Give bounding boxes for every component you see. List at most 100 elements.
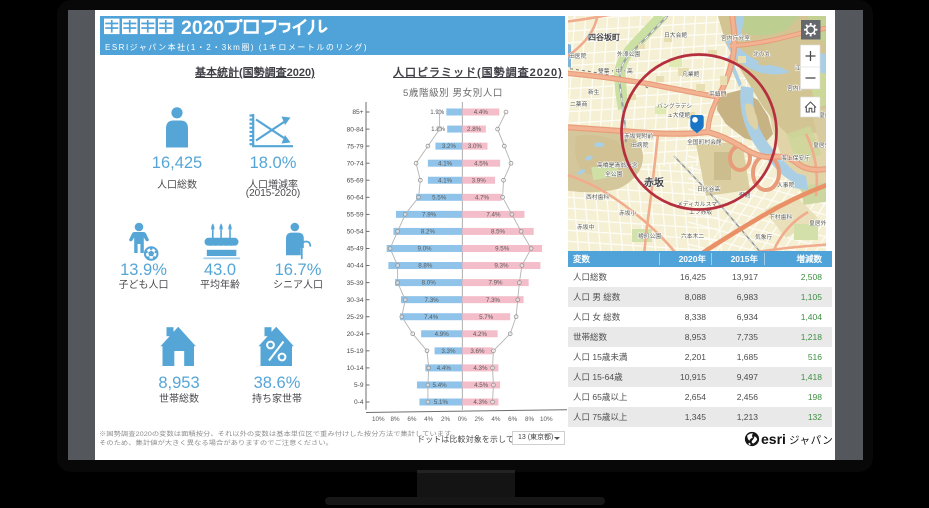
svg-text:25-29: 25-29 — [347, 314, 364, 321]
svg-text:75-79: 75-79 — [347, 143, 364, 150]
svg-text:5.4%: 5.4% — [433, 382, 448, 389]
svg-text:4.4%: 4.4% — [474, 109, 489, 116]
svg-text:4%: 4% — [424, 416, 434, 423]
svg-text:9.5%: 9.5% — [495, 246, 510, 253]
svg-text:3.6%: 3.6% — [470, 348, 485, 355]
svg-text:ュ大使館: ュ大使館 — [667, 111, 690, 119]
svg-text:宮内庁: 宮内庁 — [787, 84, 805, 92]
svg-text:平鎮門: 平鎮門 — [709, 90, 727, 98]
svg-text:60-64: 60-64 — [347, 195, 364, 202]
svg-text:2020: 2020 — [181, 18, 225, 38]
svg-text:新生: 新生 — [588, 88, 600, 96]
svg-text:外濠公園: 外濠公園 — [617, 50, 640, 58]
svg-text:5-9: 5-9 — [354, 382, 364, 389]
svg-text:8%: 8% — [391, 416, 401, 423]
svg-text:赤坂見附前: 赤坂見附前 — [624, 132, 653, 140]
svg-text:日比谷高: 日比谷高 — [697, 185, 720, 193]
svg-text:皇居外苑: 皇居外苑 — [819, 111, 826, 119]
svg-text:4.1%: 4.1% — [438, 160, 453, 167]
svg-text:8.8%: 8.8% — [418, 263, 433, 270]
svg-text:8.2%: 8.2% — [421, 229, 436, 236]
svg-text:8%: 8% — [525, 416, 535, 423]
svg-text:esri: esri — [761, 431, 786, 447]
svg-text:田病院: 田病院 — [631, 141, 649, 149]
svg-text:70-74: 70-74 — [347, 160, 364, 167]
svg-text:2%: 2% — [475, 416, 485, 423]
svg-text:10%: 10% — [540, 416, 553, 423]
svg-text:7.4%: 7.4% — [486, 212, 501, 219]
svg-text:5.1%: 5.1% — [434, 399, 449, 406]
svg-text:0%: 0% — [458, 416, 468, 423]
svg-text:7.4%: 7.4% — [424, 314, 439, 321]
svg-text:4.5%: 4.5% — [474, 160, 489, 167]
svg-text:田医院: 田医院 — [569, 52, 587, 60]
svg-text:檜町公園: 檜町公園 — [638, 232, 661, 240]
svg-text:4%: 4% — [491, 416, 501, 423]
svg-text:六本木二: 六本木二 — [681, 232, 704, 240]
svg-text:高橋是清翁記念: 高橋是清翁記念 — [597, 161, 638, 169]
svg-text:3.9%: 3.9% — [472, 177, 487, 184]
svg-text:50-54: 50-54 — [347, 229, 364, 236]
svg-text:5.7%: 5.7% — [479, 314, 494, 321]
svg-text:気象庁: 気象庁 — [755, 233, 773, 241]
svg-text:4.3%: 4.3% — [473, 365, 488, 372]
svg-text:2.8%: 2.8% — [467, 126, 482, 133]
svg-text:7.9%: 7.9% — [422, 212, 437, 219]
svg-text:皇居外苑: 皇居外苑 — [809, 219, 826, 227]
svg-text:7.3%: 7.3% — [486, 297, 501, 304]
svg-text:バングラデシ: バングラデシ — [657, 102, 692, 110]
svg-text:赤坂中: 赤坂中 — [577, 223, 595, 231]
svg-text:4.2%: 4.2% — [473, 331, 488, 338]
svg-text:4.4%: 4.4% — [437, 365, 452, 372]
svg-text:80-84: 80-84 — [347, 126, 364, 133]
svg-text:二薬商: 二薬商 — [570, 100, 588, 108]
svg-text:海上保安庁: 海上保安庁 — [781, 154, 810, 162]
svg-text:4.5%: 4.5% — [474, 382, 489, 389]
svg-text:3.3%: 3.3% — [441, 348, 456, 355]
svg-text:メディカルスマ: メディカルスマ — [677, 200, 717, 208]
svg-text:30-34: 30-34 — [347, 297, 364, 304]
svg-text:北の丸: 北の丸 — [753, 50, 771, 58]
svg-text:6%: 6% — [508, 416, 518, 423]
svg-text:65-69: 65-69 — [347, 177, 364, 184]
svg-text:下村歯科: 下村歯科 — [769, 213, 792, 221]
svg-text:皇居外: 皇居外 — [813, 141, 826, 149]
svg-text:55-59: 55-59 — [347, 212, 364, 219]
svg-text:7.3%: 7.3% — [425, 297, 440, 304]
svg-text:日大会館: 日大会館 — [664, 31, 687, 39]
svg-text:赤坂小: 赤坂小 — [619, 209, 637, 217]
svg-text:45-49: 45-49 — [347, 246, 364, 253]
svg-text:3.0%: 3.0% — [468, 143, 483, 150]
svg-text:人事院: 人事院 — [777, 181, 795, 189]
svg-text:7.9%: 7.9% — [488, 280, 503, 287]
svg-text:10-14: 10-14 — [347, 365, 364, 372]
svg-text:9.0%: 9.0% — [417, 246, 432, 253]
svg-text:赤坂: 赤坂 — [644, 176, 665, 189]
svg-text:宮内庁分室: 宮内庁分室 — [721, 34, 750, 42]
svg-text:85+: 85+ — [352, 109, 363, 116]
svg-text:40-44: 40-44 — [347, 263, 364, 270]
svg-text:9.3%: 9.3% — [494, 263, 509, 270]
svg-text:35-39: 35-39 — [347, 280, 364, 287]
svg-text:4.3%: 4.3% — [473, 399, 488, 406]
svg-text:2%: 2% — [441, 416, 451, 423]
svg-text:8.5%: 8.5% — [491, 229, 506, 236]
svg-text:15-19: 15-19 — [347, 348, 364, 355]
svg-text:10%: 10% — [372, 416, 385, 423]
svg-text:8.0%: 8.0% — [422, 280, 437, 287]
svg-text:5.5%: 5.5% — [432, 194, 447, 201]
svg-text:4.1%: 4.1% — [438, 177, 453, 184]
svg-text:エフ赤坂: エフ赤坂 — [689, 208, 712, 216]
svg-text:0-4: 0-4 — [354, 399, 364, 406]
svg-text:全公園: 全公園 — [605, 170, 623, 178]
svg-text:全国町村会館: 全国町村会館 — [687, 138, 722, 146]
svg-text:3.2%: 3.2% — [442, 143, 457, 150]
svg-text:4.7%: 4.7% — [475, 194, 490, 201]
svg-text:4.9%: 4.9% — [435, 331, 450, 338]
svg-text:雙葉・中・高: 雙葉・中・高 — [598, 67, 633, 75]
svg-text:四谷坂町: 四谷坂町 — [588, 32, 620, 42]
svg-text:6%: 6% — [407, 416, 417, 423]
svg-text:20-24: 20-24 — [347, 331, 364, 338]
svg-text:凡業館: 凡業館 — [682, 70, 700, 78]
svg-text:西村歯科: 西村歯科 — [586, 193, 609, 201]
